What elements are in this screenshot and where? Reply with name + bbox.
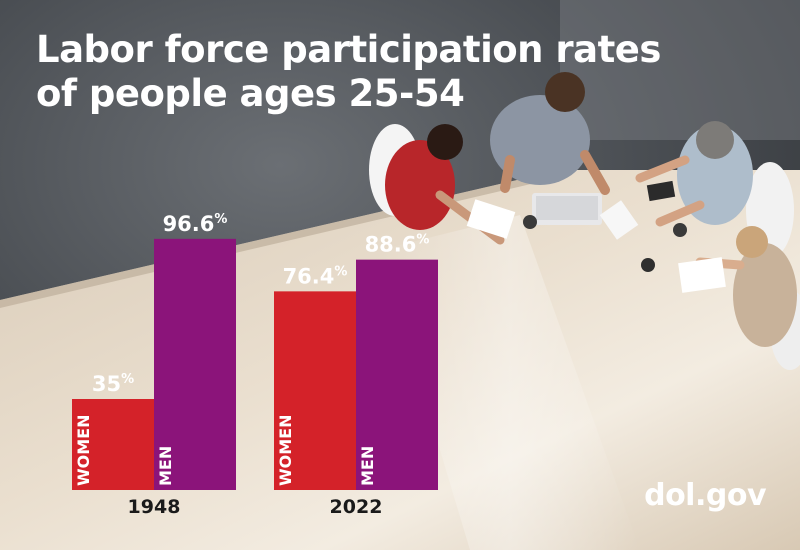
series-label-men-1948: MEN [156, 446, 175, 486]
bar-men-1948 [154, 238, 236, 490]
source-logo: dol.gov [644, 478, 766, 513]
title-line-1: Labor force participation rates [36, 28, 661, 71]
series-label-men-2022: MEN [358, 446, 377, 486]
value-label-men-1948: 96.6% [163, 212, 228, 236]
value-label-women-2022: 76.4% [283, 264, 348, 288]
chart-title: Labor force participation rates of peopl… [36, 28, 661, 116]
value-label-women-1948: 35% [92, 372, 134, 396]
bar-women-1948 [72, 399, 154, 490]
series-label-women-2022: WOMEN [276, 415, 295, 487]
title-line-2: of people ages 25-54 [36, 72, 465, 115]
bar-women-2022 [274, 291, 356, 490]
series-label-women-1948: WOMEN [74, 415, 93, 487]
bar-men-2022 [356, 259, 438, 490]
value-label-men-2022: 88.6% [365, 233, 430, 257]
x-tick-label-2022: 2022 [330, 496, 383, 518]
x-tick-label-1948: 1948 [128, 496, 181, 518]
